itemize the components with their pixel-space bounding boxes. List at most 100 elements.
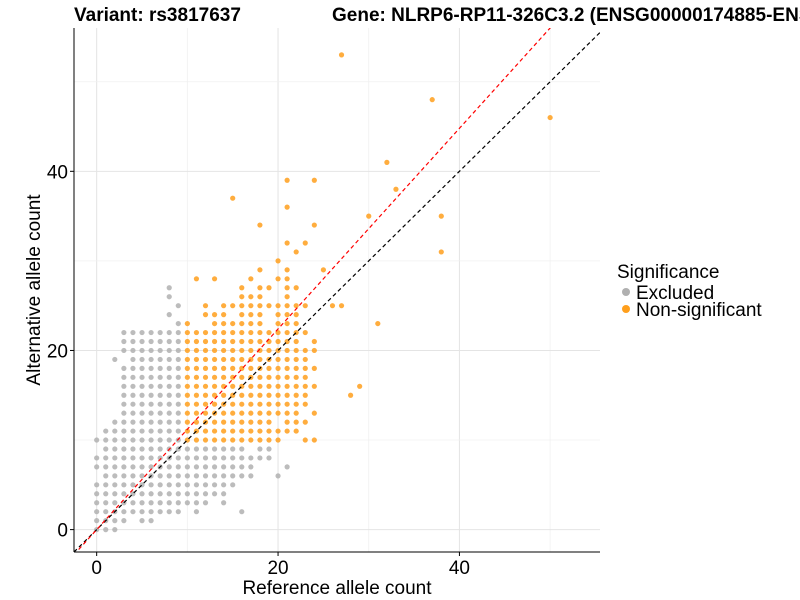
point-excluded (148, 518, 154, 524)
point-excluded (148, 347, 154, 354)
point-excluded (175, 320, 181, 327)
point-non-significant (211, 365, 218, 371)
point-non-significant (257, 347, 263, 354)
point-non-significant (202, 356, 209, 363)
point-excluded (139, 401, 145, 407)
point-excluded (130, 419, 136, 425)
point-excluded (130, 410, 136, 416)
point-excluded (202, 500, 209, 506)
point-non-significant (230, 410, 236, 416)
point-excluded (184, 473, 190, 479)
point-non-significant (284, 303, 290, 309)
point-excluded (175, 500, 181, 506)
point-excluded (193, 455, 200, 461)
point-excluded (130, 464, 136, 470)
point-non-significant (211, 392, 218, 398)
point-excluded (94, 482, 100, 488)
point-non-significant (275, 428, 281, 434)
point-excluded (166, 285, 172, 291)
point-non-significant (275, 365, 281, 371)
point-non-significant (230, 329, 236, 336)
point-non-significant (311, 222, 317, 228)
point-non-significant (211, 329, 218, 336)
point-non-significant (239, 374, 245, 380)
point-non-significant (221, 437, 227, 443)
point-non-significant (221, 365, 227, 371)
point-excluded (175, 347, 181, 354)
point-non-significant (429, 97, 435, 103)
point-excluded (166, 294, 172, 300)
point-non-significant (275, 401, 281, 407)
point-non-significant (284, 294, 290, 300)
point-excluded (121, 518, 127, 524)
point-non-significant (257, 383, 263, 389)
point-non-significant (257, 356, 263, 363)
point-non-significant (193, 276, 200, 282)
point-non-significant (366, 213, 372, 219)
point-excluded (166, 482, 172, 488)
point-non-significant (202, 392, 209, 398)
point-excluded (130, 500, 136, 506)
point-excluded (193, 509, 200, 515)
point-non-significant (311, 338, 317, 345)
point-excluded (184, 482, 190, 488)
point-excluded (130, 392, 136, 398)
point-non-significant (257, 374, 263, 380)
point-excluded (139, 383, 145, 389)
point-non-significant (239, 410, 245, 416)
point-excluded (239, 509, 245, 515)
point-excluded (148, 392, 154, 398)
legend-marker-non-significant (622, 305, 630, 313)
point-excluded (221, 455, 227, 461)
point-non-significant (202, 347, 209, 354)
point-non-significant (230, 428, 236, 434)
point-non-significant (248, 365, 254, 371)
point-excluded (175, 338, 181, 345)
point-non-significant (248, 428, 254, 434)
point-non-significant (211, 401, 218, 407)
point-excluded (139, 374, 145, 380)
x-tick-label: 40 (449, 558, 470, 579)
point-non-significant (293, 347, 299, 354)
point-non-significant (275, 338, 281, 345)
point-excluded (121, 329, 127, 336)
point-excluded (130, 473, 136, 479)
point-non-significant (293, 419, 299, 425)
point-non-significant (275, 312, 281, 318)
point-non-significant (211, 428, 218, 434)
point-non-significant (193, 383, 200, 389)
point-non-significant (284, 329, 290, 336)
point-excluded (121, 410, 127, 416)
point-excluded (211, 491, 218, 497)
point-excluded (175, 383, 181, 389)
point-non-significant (311, 437, 317, 443)
point-non-significant (230, 401, 236, 407)
point-non-significant (248, 392, 254, 398)
point-non-significant (302, 419, 308, 425)
point-excluded (130, 482, 136, 488)
point-excluded (166, 419, 172, 425)
point-non-significant (230, 195, 236, 201)
x-tick-label: 20 (267, 558, 288, 579)
point-non-significant (248, 294, 254, 300)
point-non-significant (230, 365, 236, 371)
point-non-significant (221, 428, 227, 434)
point-excluded (175, 428, 181, 434)
point-non-significant (293, 320, 299, 327)
point-excluded (148, 401, 154, 407)
point-non-significant (230, 374, 236, 380)
point-non-significant (293, 338, 299, 345)
point-non-significant (293, 312, 299, 318)
point-excluded (211, 482, 218, 488)
point-non-significant (257, 294, 263, 300)
chart-title-gene: Gene: NLRP6-RP11-326C3.2 (ENSG0000017488… (332, 5, 800, 26)
point-non-significant (266, 374, 272, 380)
point-excluded (139, 338, 145, 345)
point-excluded (112, 527, 118, 533)
point-excluded (121, 446, 127, 452)
point-non-significant (248, 329, 254, 336)
point-excluded (184, 500, 190, 506)
point-non-significant (239, 338, 245, 345)
point-excluded (130, 338, 136, 345)
point-non-significant (275, 392, 281, 398)
